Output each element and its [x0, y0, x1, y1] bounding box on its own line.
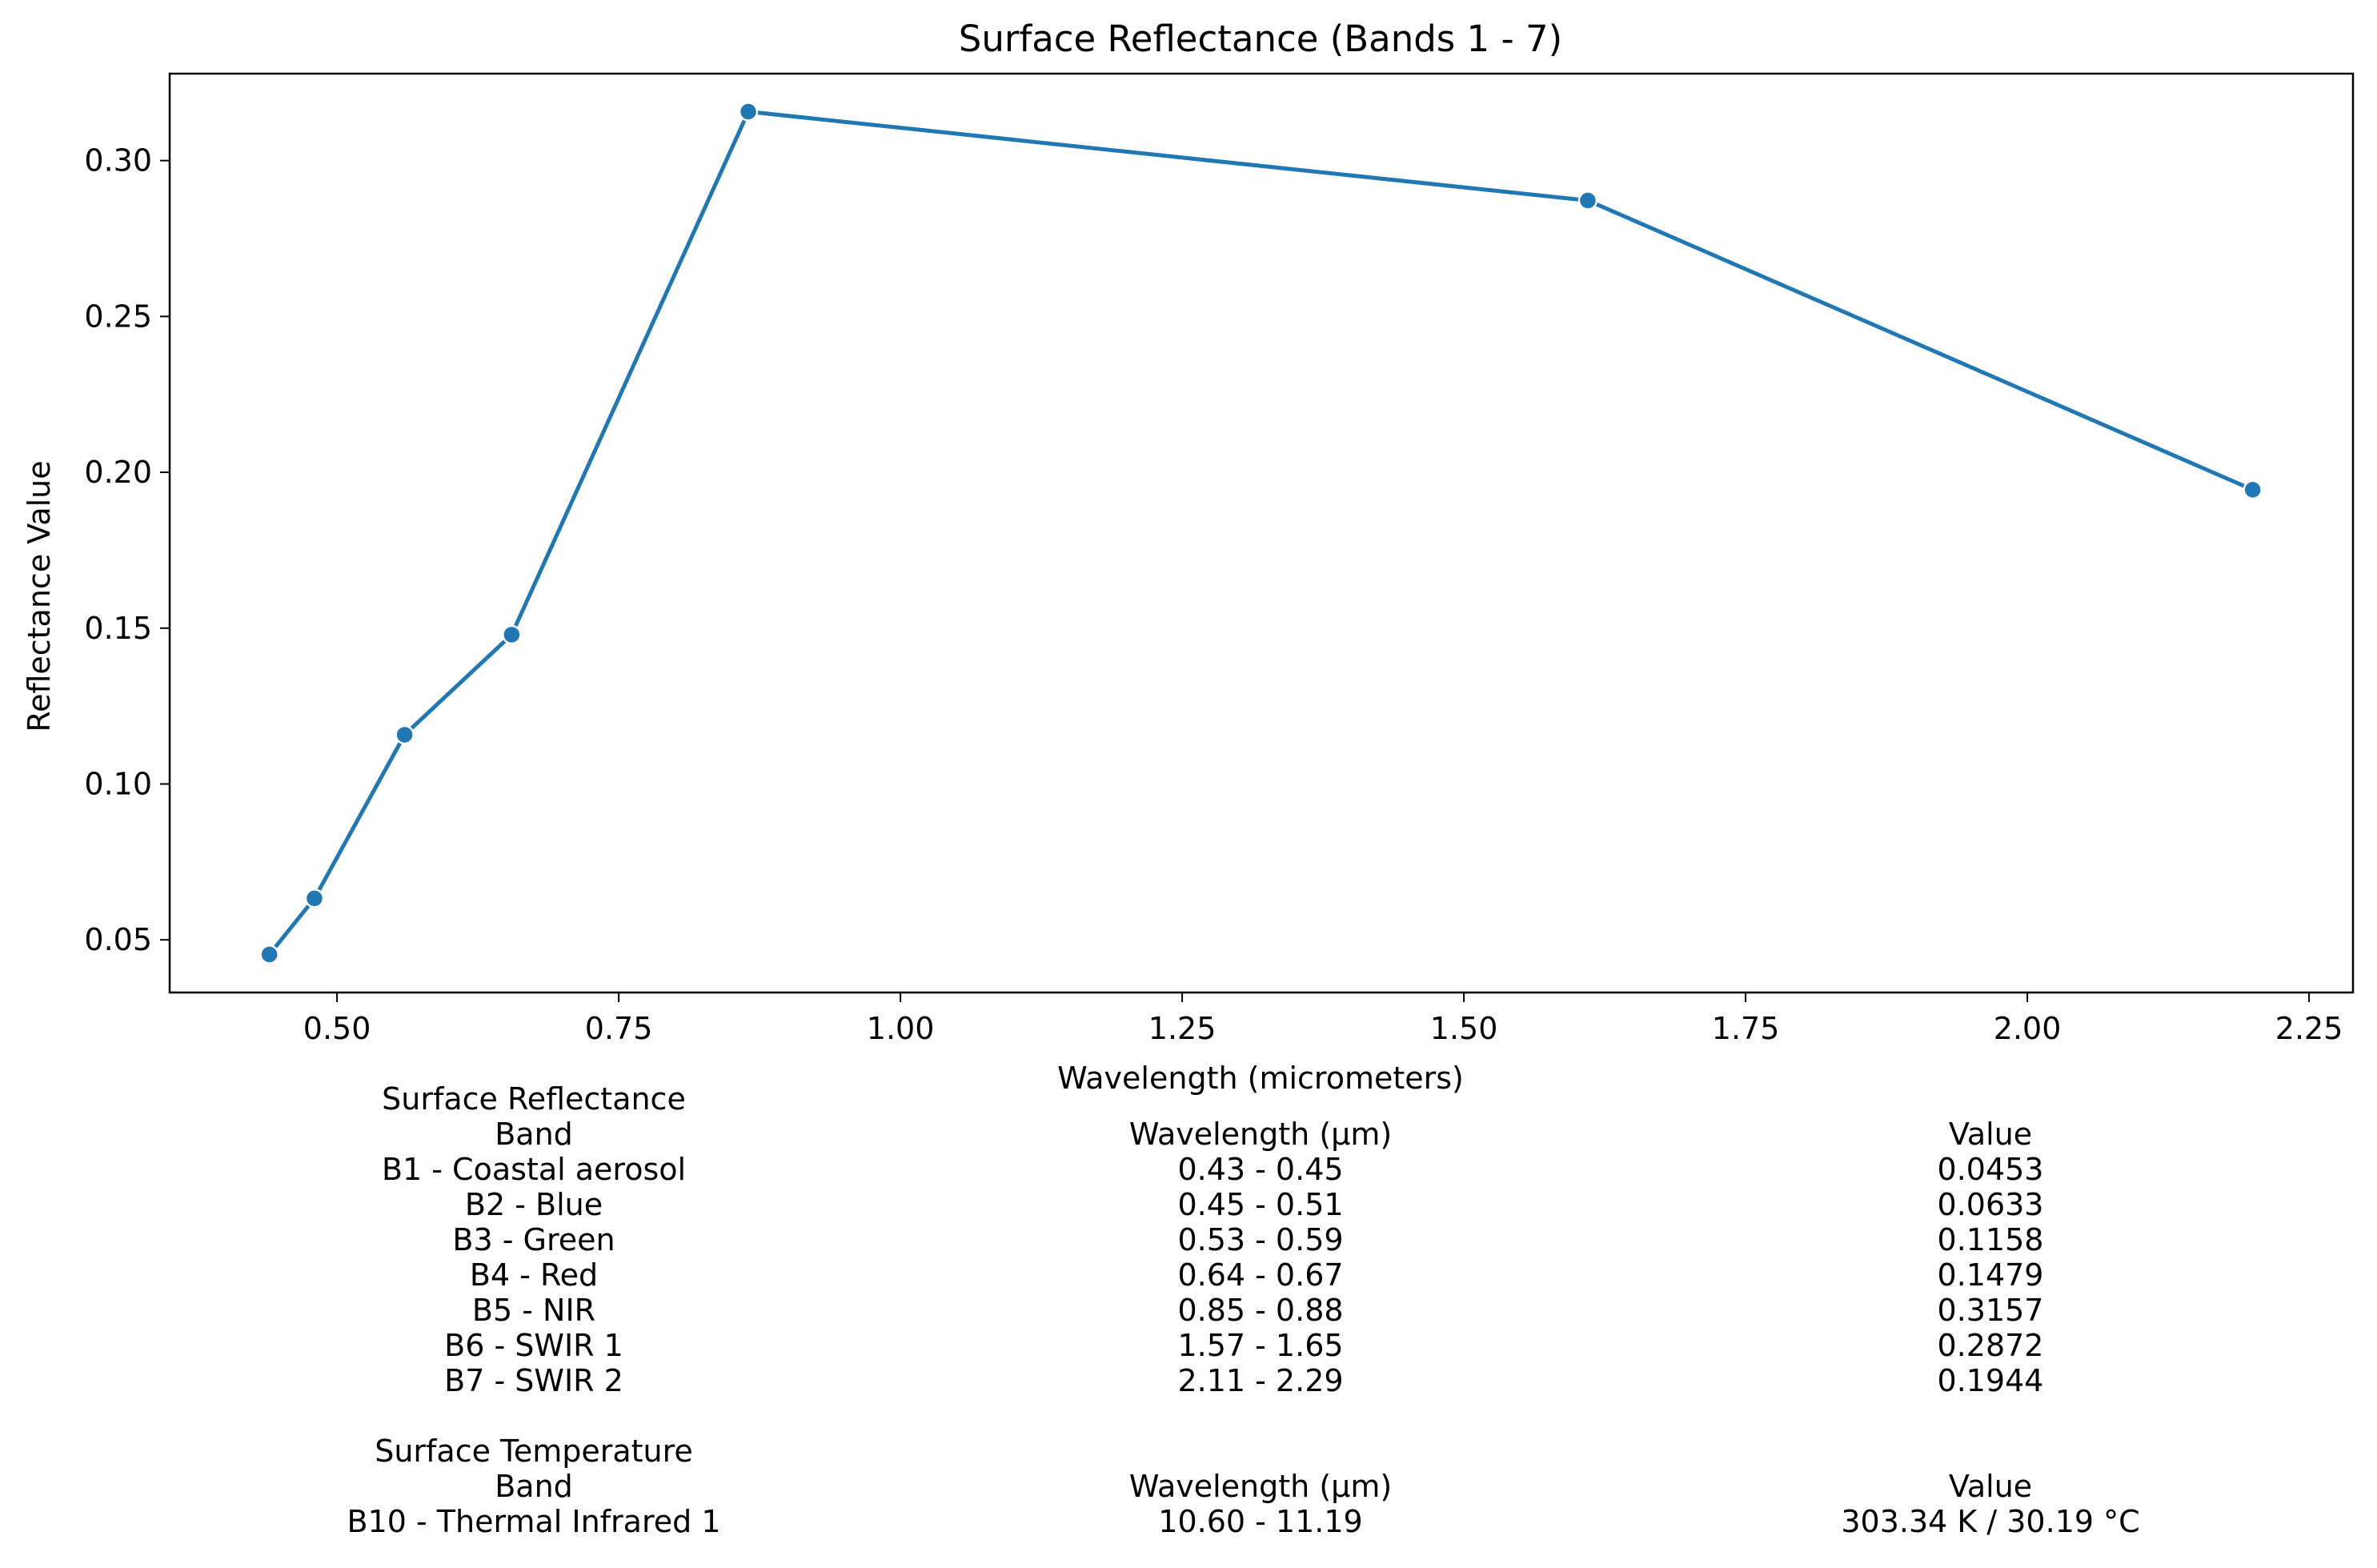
chart-title: Surface Reflectance (Bands 1 - 7) — [959, 18, 1562, 60]
table-cell-band: B5 - NIR — [471, 1293, 596, 1328]
table-cell-wavelength: 0.53 - 0.59 — [1177, 1222, 1344, 1257]
table-cell-value: 0.2872 — [1937, 1328, 2044, 1363]
temperature-table-title: Surface Temperature — [375, 1434, 693, 1469]
table-cell-value: 0.1944 — [1937, 1363, 2044, 1398]
reflectance-header-value: Value — [1948, 1117, 2033, 1152]
table-cell-value: 0.0453 — [1937, 1152, 2044, 1187]
x-tick-label: 1.50 — [1430, 1011, 1498, 1046]
data-point — [738, 102, 759, 122]
x-tick-label: 0.50 — [303, 1011, 371, 1046]
table-cell-band: B3 - Green — [452, 1222, 615, 1257]
table-cell-value: 0.1479 — [1937, 1257, 2044, 1293]
x-axis-label: Wavelength (micrometers) — [1057, 1061, 1464, 1096]
data-point — [259, 944, 279, 964]
y-axis-label: Reflectance Value — [22, 460, 57, 732]
data-point — [304, 888, 325, 908]
table-cell-value: 0.1158 — [1937, 1222, 2044, 1257]
y-tick-label: 0.25 — [84, 299, 152, 334]
plot-frame — [168, 72, 2355, 994]
reflectance-table-title: Surface Reflectance — [382, 1081, 686, 1117]
data-point — [395, 724, 415, 745]
x-tick-label: 1.00 — [867, 1011, 935, 1046]
y-tick-label: 0.05 — [84, 922, 152, 957]
reflectance-header-band: Band — [495, 1117, 573, 1152]
table-cell-value: 303.34 K / 30.19 °C — [1841, 1504, 2140, 1539]
x-tick-label: 2.25 — [2275, 1011, 2343, 1046]
table-cell-band: B7 - SWIR 2 — [444, 1363, 623, 1398]
table-cell-wavelength: 0.64 - 0.67 — [1177, 1257, 1344, 1293]
table-cell-band: B2 - Blue — [464, 1187, 603, 1222]
series-line — [267, 110, 2255, 956]
temperature-header-wavelength: Wavelength (µm) — [1128, 1469, 1393, 1504]
x-tick-label: 0.75 — [585, 1011, 653, 1046]
temperature-header-value: Value — [1948, 1469, 2033, 1504]
table-cell-band: B10 - Thermal Infrared 1 — [347, 1504, 721, 1539]
table-cell-wavelength: 1.57 - 1.65 — [1177, 1328, 1344, 1363]
y-tick-label: 0.10 — [84, 766, 152, 801]
temperature-header-band: Band — [495, 1469, 573, 1504]
reflectance-header-wavelength: Wavelength (µm) — [1128, 1117, 1393, 1152]
y-tick-label: 0.15 — [84, 611, 152, 646]
data-point — [502, 624, 522, 645]
table-cell-value: 0.3157 — [1937, 1293, 2044, 1328]
table-cell-band: B1 - Coastal aerosol — [381, 1152, 687, 1187]
y-tick-label: 0.30 — [84, 143, 152, 178]
y-tick-label: 0.20 — [84, 455, 152, 490]
table-cell-wavelength: 2.11 - 2.29 — [1177, 1363, 1344, 1398]
table-cell-wavelength: 0.85 - 0.88 — [1177, 1293, 1344, 1328]
table-cell-band: B6 - SWIR 1 — [444, 1328, 623, 1363]
table-cell-wavelength: 0.43 - 0.45 — [1177, 1152, 1344, 1187]
x-tick-label: 1.25 — [1148, 1011, 1217, 1046]
data-point — [1577, 190, 1598, 211]
table-cell-value: 0.0633 — [1937, 1187, 2044, 1222]
data-point — [2243, 479, 2263, 500]
table-cell-wavelength: 10.60 - 11.19 — [1158, 1504, 1363, 1539]
table-cell-wavelength: 0.45 - 0.51 — [1177, 1187, 1344, 1222]
x-tick-label: 1.75 — [1712, 1011, 1780, 1046]
table-cell-band: B4 - Red — [469, 1257, 599, 1293]
x-tick-label: 2.00 — [1994, 1011, 2062, 1046]
